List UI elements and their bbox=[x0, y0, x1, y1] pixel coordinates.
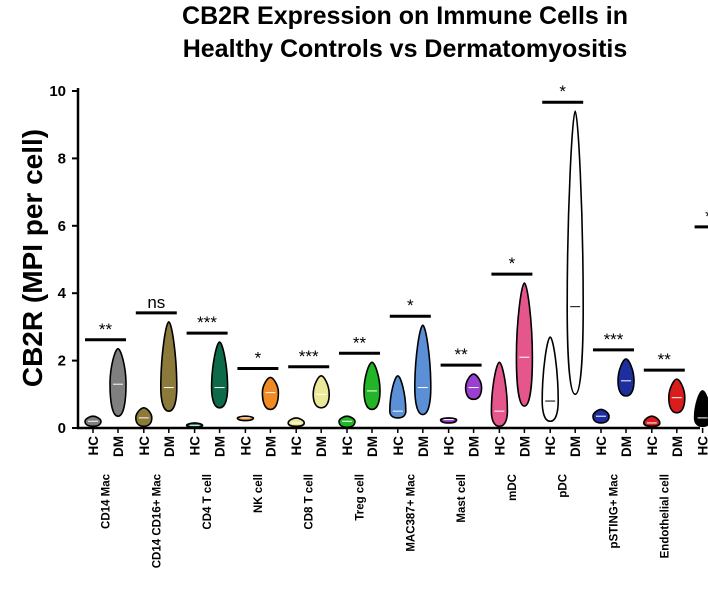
significance-label: * bbox=[255, 348, 262, 367]
group-label-treg-cell: Treg cell bbox=[355, 474, 367, 521]
condition-label: HC bbox=[86, 436, 101, 456]
condition-label: DM bbox=[517, 436, 532, 457]
significance-label: *** bbox=[197, 313, 217, 332]
chart-title-line-2: Healthy Controls vs Dermatomyositis bbox=[183, 35, 628, 63]
violin-cd14-mac-dm bbox=[109, 348, 127, 418]
condition-label: DM bbox=[314, 436, 329, 457]
violin-cd8-t-cell-dm bbox=[312, 374, 331, 409]
group-label-cd14-cd16-mac: CD14 CD16+ Mac bbox=[151, 473, 163, 568]
y-tick-label: 0 bbox=[58, 420, 66, 437]
group-label-psting-mac: pSTING+ Mac bbox=[609, 473, 621, 548]
significance-label: ns bbox=[147, 293, 165, 312]
violin-mdc-dm bbox=[515, 282, 534, 407]
violin-endothelial-cell-dm bbox=[667, 378, 686, 414]
significance-label: ** bbox=[454, 345, 468, 364]
y-tick-label: 10 bbox=[49, 83, 66, 100]
condition-label: HC bbox=[391, 436, 406, 456]
condition-label: HC bbox=[696, 436, 708, 456]
condition-label: DM bbox=[213, 436, 228, 457]
condition-label: DM bbox=[619, 436, 634, 457]
condition-label: HC bbox=[442, 436, 457, 456]
violin-pdc-hc bbox=[541, 336, 560, 423]
significance-label: * bbox=[559, 82, 566, 101]
chart-title-line-1: CB2R Expression on Immune Cells in bbox=[182, 2, 628, 30]
violin-treg-cell-dm bbox=[363, 361, 381, 411]
condition-label: DM bbox=[568, 436, 583, 457]
significance-label: ** bbox=[353, 333, 367, 352]
significance-label: * bbox=[509, 254, 516, 273]
condition-label: DM bbox=[365, 436, 380, 457]
condition-label: HC bbox=[238, 436, 253, 456]
violin-treg-cell-hc bbox=[338, 415, 356, 429]
condition-label: HC bbox=[594, 436, 609, 456]
condition-label: HC bbox=[188, 436, 203, 456]
y-axis-label: CB2R (MPI per cell) bbox=[17, 129, 48, 387]
violin-nk-cell-hc bbox=[236, 415, 255, 422]
violin-mast-cell-hc bbox=[439, 417, 458, 424]
group-label-endothelial-cell: Endothelial cell bbox=[659, 474, 671, 558]
significance-label: *** bbox=[705, 207, 708, 226]
violin-cd4-t-cell-dm bbox=[210, 341, 229, 409]
violin-nk-cell-dm bbox=[261, 376, 280, 411]
y-tick-label: 2 bbox=[58, 353, 66, 370]
violin-mast-cell-dm bbox=[464, 373, 483, 401]
condition-label: DM bbox=[467, 436, 482, 457]
significance-label: *** bbox=[604, 330, 624, 349]
group-label-pdc: pDC bbox=[558, 474, 570, 498]
condition-label: HC bbox=[645, 436, 660, 456]
condition-label: HC bbox=[137, 436, 152, 456]
y-tick-label: 8 bbox=[58, 150, 66, 167]
significance-label: ** bbox=[658, 350, 672, 369]
group-label-cd4-t-cell: CD4 T cell bbox=[202, 474, 214, 530]
y-tick-label: 6 bbox=[58, 218, 66, 235]
violin-cd14-cd16-mac-dm bbox=[159, 321, 178, 412]
condition-label: HC bbox=[289, 436, 304, 456]
violin-b-cell-hc bbox=[693, 390, 708, 428]
group-label-mdc: mDC bbox=[507, 474, 519, 501]
violin-psting-mac-dm bbox=[617, 358, 635, 397]
violin-cd14-cd16-mac-hc bbox=[134, 406, 153, 428]
condition-label: HC bbox=[492, 436, 507, 456]
significance-label: * bbox=[407, 296, 414, 315]
violin-mac387-mac-hc bbox=[388, 374, 407, 419]
y-tick-label: 4 bbox=[58, 285, 67, 302]
condition-label: DM bbox=[263, 436, 278, 457]
violin-cd8-t-cell-hc bbox=[287, 417, 306, 428]
group-label-nk-cell: NK cell bbox=[253, 474, 265, 513]
condition-label: DM bbox=[416, 436, 431, 457]
significance-label: ** bbox=[99, 320, 113, 339]
condition-label: HC bbox=[543, 436, 558, 456]
violin-mac387-mac-dm bbox=[413, 324, 432, 416]
condition-label: DM bbox=[162, 436, 177, 457]
condition-label: HC bbox=[340, 436, 355, 456]
significance-label: *** bbox=[299, 347, 319, 366]
condition-label: DM bbox=[111, 436, 126, 457]
violin-pdc-dm bbox=[566, 110, 585, 396]
violin-endothelial-cell-hc bbox=[642, 415, 661, 428]
group-label-mast-cell: Mast cell bbox=[456, 474, 468, 523]
violin-mdc-hc bbox=[490, 361, 509, 428]
group-label-mac387-mac: MAC387+ Mac bbox=[405, 473, 417, 551]
condition-label: DM bbox=[670, 436, 685, 457]
group-label-cd14-mac: CD14 Mac bbox=[101, 473, 113, 529]
group-label-cd8-t-cell: CD8 T cell bbox=[304, 474, 316, 530]
